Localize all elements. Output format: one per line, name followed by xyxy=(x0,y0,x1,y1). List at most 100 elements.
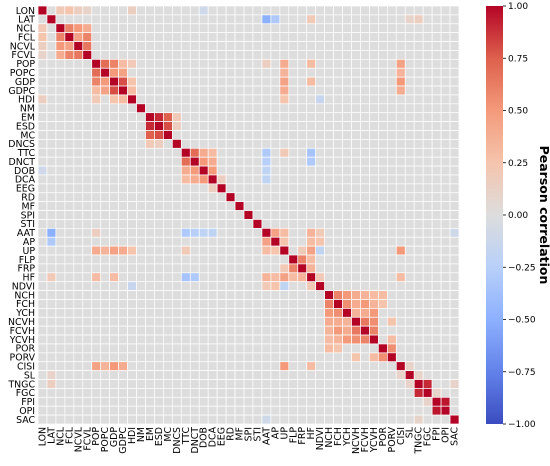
heatmap-cell-eeg-cisi xyxy=(395,183,406,194)
heatmap-cell-fgc-lat xyxy=(46,388,57,398)
heatmap-cell-esd-fch xyxy=(333,121,343,131)
heatmap-cell-popc-por xyxy=(378,67,388,78)
heatmap-cell-fgc-ncvh xyxy=(351,388,361,398)
heatmap-cell-dca-hf xyxy=(306,174,317,185)
heatmap-cell-ttc-spi xyxy=(243,147,254,158)
heatmap-cell-dob-lon xyxy=(37,165,48,176)
heatmap-cell-hf-porv xyxy=(386,272,397,283)
heatmap-cell-ncvl-ndvi xyxy=(315,41,325,51)
heatmap-cell-por-sti xyxy=(252,343,263,354)
heatmap-cell-dncs-ych xyxy=(342,139,352,149)
heatmap-cell-frp-gdp xyxy=(109,263,119,274)
heatmap-cell-ncvl-fpi xyxy=(431,41,442,51)
heatmap-cell-gdpc-rd xyxy=(225,85,236,96)
heatmap-cell-fcl-ycvh xyxy=(369,32,379,42)
heatmap-cell-spi-pop xyxy=(91,210,102,220)
heatmap-cell-spi-aat xyxy=(261,210,272,220)
column-label-fcl: FCL xyxy=(64,426,75,444)
heatmap-cell-tngc-flp xyxy=(288,379,299,389)
heatmap-cell-ap-nch xyxy=(324,236,334,247)
heatmap-cell-fgc-frp xyxy=(297,388,308,398)
heatmap-cell-por-por xyxy=(378,343,388,354)
heatmap-cell-tngc-ncl xyxy=(55,379,66,389)
heatmap-cell-gdp-ycvh xyxy=(369,76,379,87)
heatmap-cell-up-lat xyxy=(46,245,57,256)
heatmap-cell-nch-lat xyxy=(46,290,57,300)
heatmap-cell-sti-fgc xyxy=(422,219,433,229)
heatmap-cell-hf-ycvh xyxy=(369,272,379,283)
heatmap-cell-nm-fcvh xyxy=(360,103,370,114)
heatmap-cell-dca-dca xyxy=(207,174,218,185)
heatmap-cell-nch-hf xyxy=(306,290,317,300)
heatmap-cell-spi-up xyxy=(279,210,290,220)
heatmap-cell-gdpc-up xyxy=(279,85,290,96)
heatmap-cell-sac-lon xyxy=(37,414,48,425)
heatmap-cell-fpi-aat xyxy=(261,396,272,407)
heatmap-cell-ncvl-up xyxy=(279,41,290,51)
heatmap-cell-esd-rd xyxy=(225,121,236,131)
heatmap-cell-dnct-esd xyxy=(154,156,164,167)
heatmap-cell-aat-rd xyxy=(225,227,236,238)
heatmap-cell-frp-sti xyxy=(252,263,263,274)
heatmap-cell-ycvh-lat xyxy=(46,334,57,345)
heatmap-cell-lon-opi xyxy=(440,5,451,16)
heatmap-cell-mc-gdpc xyxy=(118,130,128,140)
heatmap-cell-fgc-sti xyxy=(252,388,263,398)
heatmap-cell-fpi-ycvh xyxy=(369,396,379,407)
column-label-ndvi: NDVI xyxy=(315,427,326,450)
heatmap-cell-sac-ncvh xyxy=(351,414,361,425)
heatmap-cell-dob-tngc xyxy=(413,165,424,176)
colorbar-tick-label: −0.50 xyxy=(508,316,536,326)
heatmap-cell-pop-hf xyxy=(306,59,317,69)
heatmap-cell-ych-sl xyxy=(404,308,415,318)
heatmap-cell-up-nch xyxy=(324,245,334,256)
heatmap-cell-nch-tngc xyxy=(413,290,424,300)
row-label-nch: NCH xyxy=(14,290,35,301)
heatmap-cell-hf-opi xyxy=(440,272,451,283)
heatmap-cell-cisi-dca xyxy=(207,361,218,371)
heatmap-cell-em-fgc xyxy=(422,112,433,122)
heatmap-cell-aat-flp xyxy=(288,227,299,238)
heatmap-cell-aat-ycvh xyxy=(369,227,379,238)
heatmap-cell-dob-aat xyxy=(261,165,272,176)
heatmap-cell-fcl-fcvh xyxy=(360,32,370,42)
heatmap-cell-fcl-nch xyxy=(324,32,334,42)
heatmap-cell-nm-flp xyxy=(288,103,299,114)
heatmap-cell-gdpc-cisi xyxy=(395,85,406,96)
heatmap-cell-porv-dca xyxy=(207,352,218,363)
heatmap-cell-spi-gdp xyxy=(109,210,119,220)
heatmap-cell-cisi-em xyxy=(145,361,155,371)
heatmap-cell-hdi-fcl xyxy=(64,94,75,105)
heatmap-cell-ych-hf xyxy=(306,308,317,318)
heatmap-cell-gdp-fch xyxy=(333,76,343,87)
heatmap-cell-nch-nm xyxy=(136,290,146,300)
heatmap-cell-tngc-dnct xyxy=(189,379,200,389)
heatmap-cell-ncvl-nch xyxy=(324,41,334,51)
heatmap-cell-mf-dncs xyxy=(172,201,182,211)
heatmap-cell-fcvl-rd xyxy=(225,50,236,60)
heatmap-cell-por-fcvh xyxy=(360,343,370,354)
heatmap-cell-hf-fcvh xyxy=(360,272,370,283)
row-label-ycvh: YCVH xyxy=(9,335,35,346)
heatmap-cell-rd-lon xyxy=(37,192,48,203)
heatmap-cell-gdp-flp xyxy=(288,76,299,87)
heatmap-cell-fpi-fgc xyxy=(422,396,433,407)
heatmap-cell-fcvh-gdpc xyxy=(118,325,128,336)
heatmap-cell-gdpc-opi xyxy=(440,85,451,96)
heatmap-cell-rd-flp xyxy=(288,192,299,203)
heatmap-cell-pop-cisi xyxy=(395,59,406,69)
heatmap-cell-esd-por xyxy=(378,121,388,131)
heatmap-cell-dob-dnct xyxy=(189,165,200,176)
heatmap-cell-aat-opi xyxy=(440,227,451,238)
heatmap-cell-hdi-fch xyxy=(333,94,343,105)
heatmap-cell-ttc-up xyxy=(279,147,290,158)
heatmap-cell-ncvh-sl xyxy=(404,316,415,327)
heatmap-cell-spi-dca xyxy=(207,210,218,220)
heatmap-cell-fch-ycvh xyxy=(369,299,379,309)
heatmap-cell-dnct-por xyxy=(378,156,388,167)
heatmap-cell-dncs-aat xyxy=(261,139,272,149)
heatmap-cell-up-ttc xyxy=(180,245,191,256)
heatmap-cell-ap-esd xyxy=(154,236,164,247)
heatmap-cell-ycvh-dca xyxy=(207,334,218,345)
heatmap-cell-hf-dncs xyxy=(172,272,182,283)
